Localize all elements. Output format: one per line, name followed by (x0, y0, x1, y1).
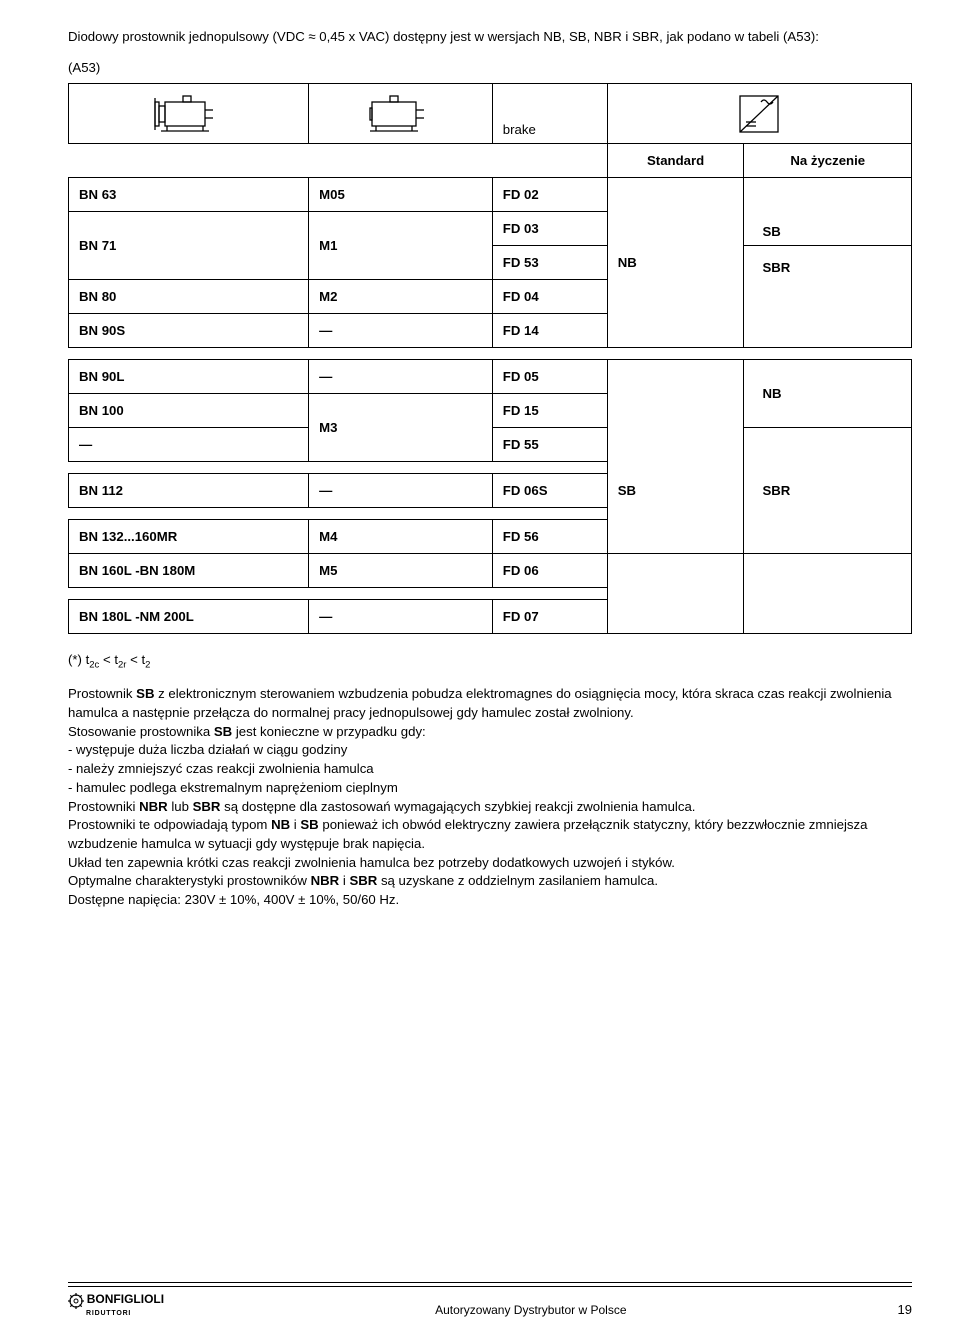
rectifier-icon-cell (607, 84, 911, 144)
motor-foot-icon (358, 93, 442, 135)
sb2-cell: SB (607, 428, 744, 554)
sbr2-cell: SBR (744, 428, 912, 554)
table-row: BN 180L -NM 200L — FD 07 (69, 600, 912, 634)
motor-icon-cell-1 (69, 84, 309, 144)
motor-icon-cell-2 (309, 84, 493, 144)
footer-center: Autoryzowany Dystrybutor w Polsce (435, 1303, 626, 1317)
col-optional: Na życzenie (744, 144, 912, 178)
brake-header: brake (492, 84, 607, 144)
figure-ref: (A53) (68, 60, 912, 75)
sbr-cell: SBR (744, 246, 912, 348)
rectifier-icon (734, 92, 784, 136)
motor-flange-icon (147, 93, 231, 135)
sb-cell: SB (744, 178, 912, 246)
col-standard: Standard (607, 144, 744, 178)
footer-brand: BONFIGLIOLI RIDUTTORI (68, 1293, 164, 1317)
gear-icon (68, 1293, 84, 1309)
rectifier-table: brake Standard Na życzenie (68, 83, 912, 634)
table-row: BN 160L -BN 180M M5 FD 06 (69, 554, 912, 588)
body-text: Prostownik SB z elektronicznym sterowani… (68, 685, 912, 910)
page-number: 19 (898, 1302, 912, 1317)
table-row: BN 90L — FD 05 NB (69, 360, 912, 394)
nb2-cell: NB (744, 360, 912, 428)
intro-text: Diodowy prostownik jednopulsowy (VDC ≈ 0… (68, 29, 819, 44)
table-row: BN 63 M05 FD 02 NB SB (69, 178, 912, 212)
nb-cell: NB (607, 178, 744, 348)
page-footer: BONFIGLIOLI RIDUTTORI Autoryzowany Dystr… (68, 1282, 912, 1317)
footnote: (*) t2c < t2r < t2 (68, 652, 912, 671)
